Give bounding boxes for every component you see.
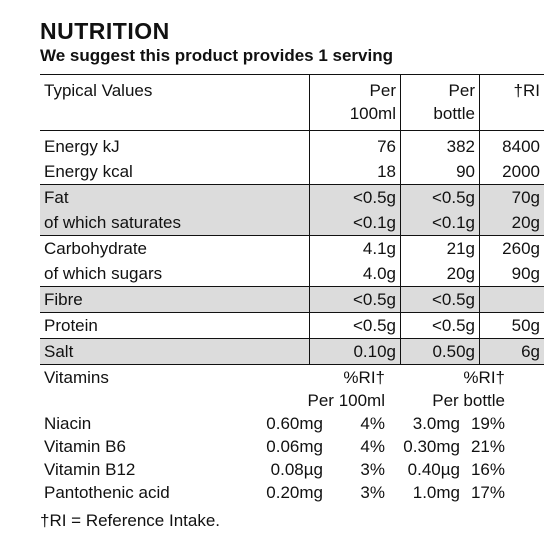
row-ri <box>479 286 544 313</box>
table-row: Energy kJ 76 382 8400 <box>40 130 544 159</box>
row-label: Protein <box>40 312 310 339</box>
vitamin-row: Pantothenic acid 0.20mg 3% 1.0mg 17% <box>40 481 509 504</box>
row-per-100ml: <0.5g <box>309 312 401 339</box>
vitamins-subheader-row: Per 100ml Per bottle <box>40 389 509 412</box>
row-per-bottle: 90 <box>400 159 480 185</box>
nutrition-table: Typical Values Per 100ml Per bottle †RI En… <box>40 74 544 365</box>
vitamin-ri-bottle: 16% <box>470 460 505 479</box>
vitamin-per-100ml: 0.60mg <box>266 414 323 433</box>
row-per-100ml: 4.1g <box>309 235 401 261</box>
row-ri: 6g <box>479 338 544 365</box>
vitamin-per-100ml: 0.20mg <box>266 483 323 502</box>
vitamin-ri-bottle: 17% <box>470 483 505 502</box>
header-per-bottle: Per bottle <box>400 74 480 131</box>
row-per-bottle: 0.50g <box>400 338 480 365</box>
row-ri: 20g <box>479 210 544 236</box>
vitamins-section: Vitamins %RI† %RI† Per 100ml Per bottle … <box>40 366 509 504</box>
row-per-bottle: <0.5g <box>400 312 480 339</box>
header-ri: †RI <box>479 74 544 131</box>
table-row: of which sugars 4.0g 20g 90g <box>40 261 544 287</box>
vitamins-heading: Vitamins <box>44 368 109 387</box>
table-row: Fat <0.5g <0.5g 70g <box>40 184 544 210</box>
row-label: of which sugars <box>44 264 163 283</box>
vitamins-ri-bottle-heading: %RI† <box>463 368 505 387</box>
row-per-bottle: 20g <box>400 261 480 287</box>
vitamin-rows: Niacin 0.60mg 4% 3.0mg 19% Vitamin B6 0.06mg 4%… <box>40 412 509 504</box>
table-row: Fibre <0.5g <0.5g <box>40 286 544 313</box>
row-per-100ml: 18 <box>309 159 401 185</box>
row-label: Salt <box>40 338 310 365</box>
vitamin-per-100ml: 0.08µg <box>270 460 323 479</box>
row-label: Energy kcal <box>44 162 133 181</box>
table-row: Protein <0.5g <0.5g 50g <box>40 312 544 339</box>
row-label: of which saturates <box>40 210 310 236</box>
row-per-100ml: <0.5g <box>309 184 401 210</box>
row-per-bottle: <0.5g <box>400 286 480 313</box>
header-per-100ml-line2: 100ml <box>349 104 396 123</box>
vitamins-per-bottle-heading: Per bottle <box>432 391 505 410</box>
header-per-bottle-line2: bottle <box>433 104 475 123</box>
vitamin-ri-bottle: 19% <box>470 414 505 433</box>
vitamin-ri-bottle: 21% <box>470 437 505 456</box>
vitamin-name: Vitamin B12 <box>44 460 136 479</box>
vitamin-name: Vitamin B6 <box>44 437 126 456</box>
row-per-bottle: 21g <box>400 235 480 261</box>
table-header-row: Typical Values Per 100ml Per bottle †RI <box>40 74 544 131</box>
vitamin-name: Pantothenic acid <box>44 483 170 502</box>
row-ri: 8400 <box>479 130 544 159</box>
row-per-100ml: <0.5g <box>309 286 401 313</box>
row-label: Energy kJ <box>40 130 310 159</box>
table-row: of which saturates <0.1g <0.1g 20g <box>40 210 544 236</box>
vitamin-ri-100ml: 4% <box>360 437 385 456</box>
vitamin-per-bottle: 3.0mg <box>412 414 460 433</box>
header-per-bottle-line1: Per <box>448 81 475 100</box>
row-ri: 90g <box>479 261 544 287</box>
vitamin-per-bottle: 1.0mg <box>412 483 460 502</box>
vitamin-row: Vitamin B12 0.08µg 3% 0.40µg 16% <box>40 458 509 481</box>
vitamin-ri-100ml: 3% <box>360 483 385 502</box>
ri-footnote: †RI = Reference Intake. <box>40 511 221 530</box>
row-ri: 260g <box>479 235 544 261</box>
row-per-100ml: 0.10g <box>309 338 401 365</box>
table-row: Energy kcal 18 90 2000 <box>40 159 544 185</box>
row-per-100ml: 76 <box>309 130 401 159</box>
vitamins-per-100ml-heading: Per 100ml <box>307 391 385 410</box>
nutrition-rows: Energy kJ 76 382 8400 Energy kcal 18 90 2000 Fat… <box>40 130 544 365</box>
row-per-bottle: <0.5g <box>400 184 480 210</box>
vitamins-header-row: Vitamins %RI† %RI† <box>40 366 509 389</box>
row-per-bottle: 382 <box>400 130 480 159</box>
vitamin-per-bottle: 0.30mg <box>403 437 460 456</box>
table-row: Carbohydrate 4.1g 21g 260g <box>40 235 544 261</box>
row-per-100ml: 4.0g <box>309 261 401 287</box>
row-per-bottle: <0.1g <box>400 210 480 236</box>
vitamin-per-100ml: 0.06mg <box>266 437 323 456</box>
header-typical-values: Typical Values <box>40 74 310 131</box>
vitamin-ri-100ml: 3% <box>360 460 385 479</box>
vitamin-row: Vitamin B6 0.06mg 4% 0.30mg 21% <box>40 435 509 458</box>
row-label: Carbohydrate <box>40 235 310 261</box>
vitamin-name: Niacin <box>44 414 92 433</box>
row-ri: 2000 <box>479 159 544 185</box>
row-ri: 70g <box>479 184 544 210</box>
row-label: Fat <box>40 184 310 210</box>
row-label: Fibre <box>40 286 310 313</box>
table-row: Salt 0.10g 0.50g 6g <box>40 338 544 365</box>
header-per-100ml-line1: Per <box>369 81 396 100</box>
row-ri: 50g <box>479 312 544 339</box>
vitamin-ri-100ml: 4% <box>360 414 385 433</box>
panel-title: NUTRITION <box>40 18 170 44</box>
header-per-100ml: Per 100ml <box>309 74 401 131</box>
vitamin-row: Niacin 0.60mg 4% 3.0mg 19% <box>40 412 509 435</box>
serving-note: We suggest this product provides 1 servi… <box>40 46 393 65</box>
vitamin-per-bottle: 0.40µg <box>407 460 460 479</box>
row-per-100ml: <0.1g <box>309 210 401 236</box>
vitamins-ri-100-heading: %RI† <box>343 368 385 387</box>
